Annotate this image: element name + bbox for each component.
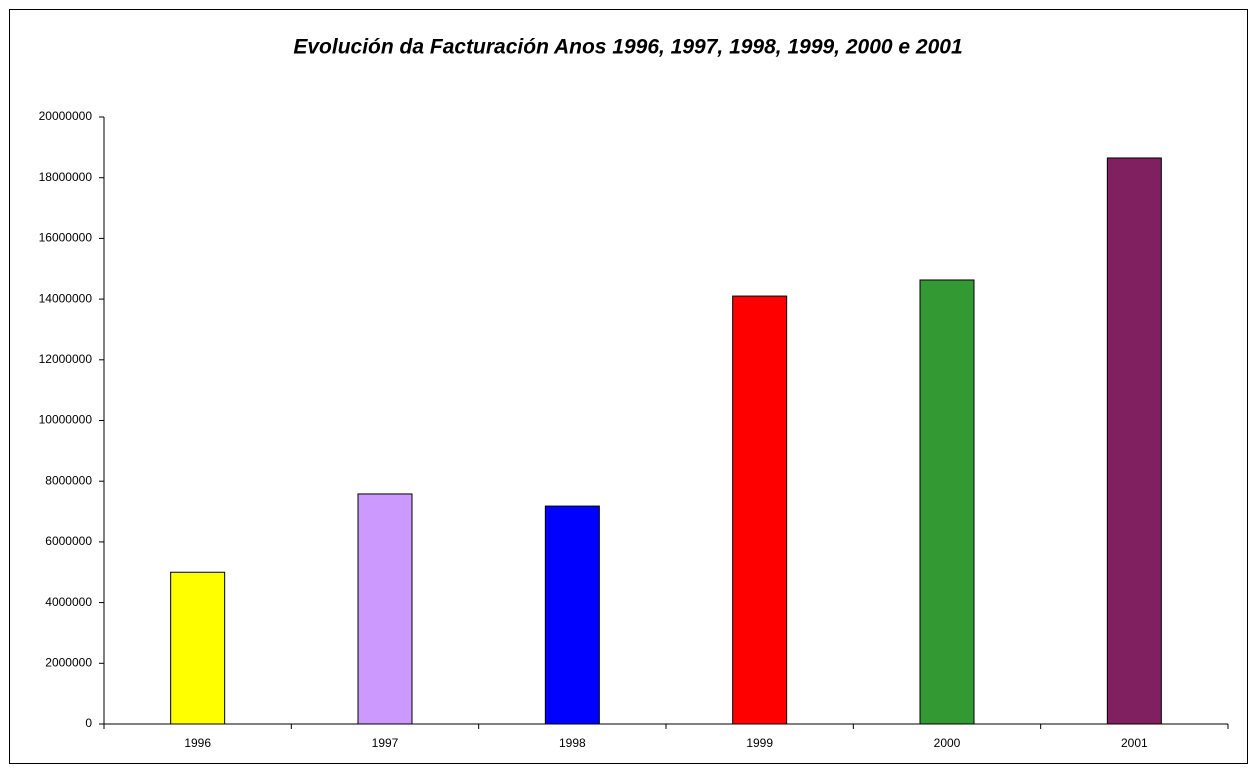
bar: [170, 571, 226, 725]
x-tick-label: 1997: [372, 736, 399, 750]
y-tick-label: 0: [85, 716, 92, 730]
bar: [544, 505, 600, 725]
y-tick-label: 6000000: [45, 534, 92, 548]
y-tick-label: 20000000: [39, 109, 93, 123]
bar: [1106, 157, 1162, 725]
y-tick-label: 4000000: [45, 595, 92, 609]
x-tick-label: 2001: [1121, 736, 1148, 750]
bar: [919, 279, 975, 725]
x-tick-label: 1998: [559, 736, 586, 750]
y-tick-label: 18000000: [39, 170, 93, 184]
y-tick-label: 8000000: [45, 473, 92, 487]
x-tick-label: 2000: [934, 736, 961, 750]
y-tick-label: 16000000: [39, 231, 93, 245]
y-tick-label: 2000000: [45, 655, 92, 669]
bar: [732, 295, 788, 725]
y-tick-label: 14000000: [39, 291, 93, 305]
x-tick-label: 1999: [746, 736, 773, 750]
y-tick-label: 10000000: [39, 413, 93, 427]
chart-title: Evolución da Facturación Anos 1996, 1997…: [293, 36, 962, 59]
x-tick-label: 1996: [184, 736, 211, 750]
bar: [357, 493, 413, 725]
y-tick-label: 12000000: [39, 352, 93, 366]
